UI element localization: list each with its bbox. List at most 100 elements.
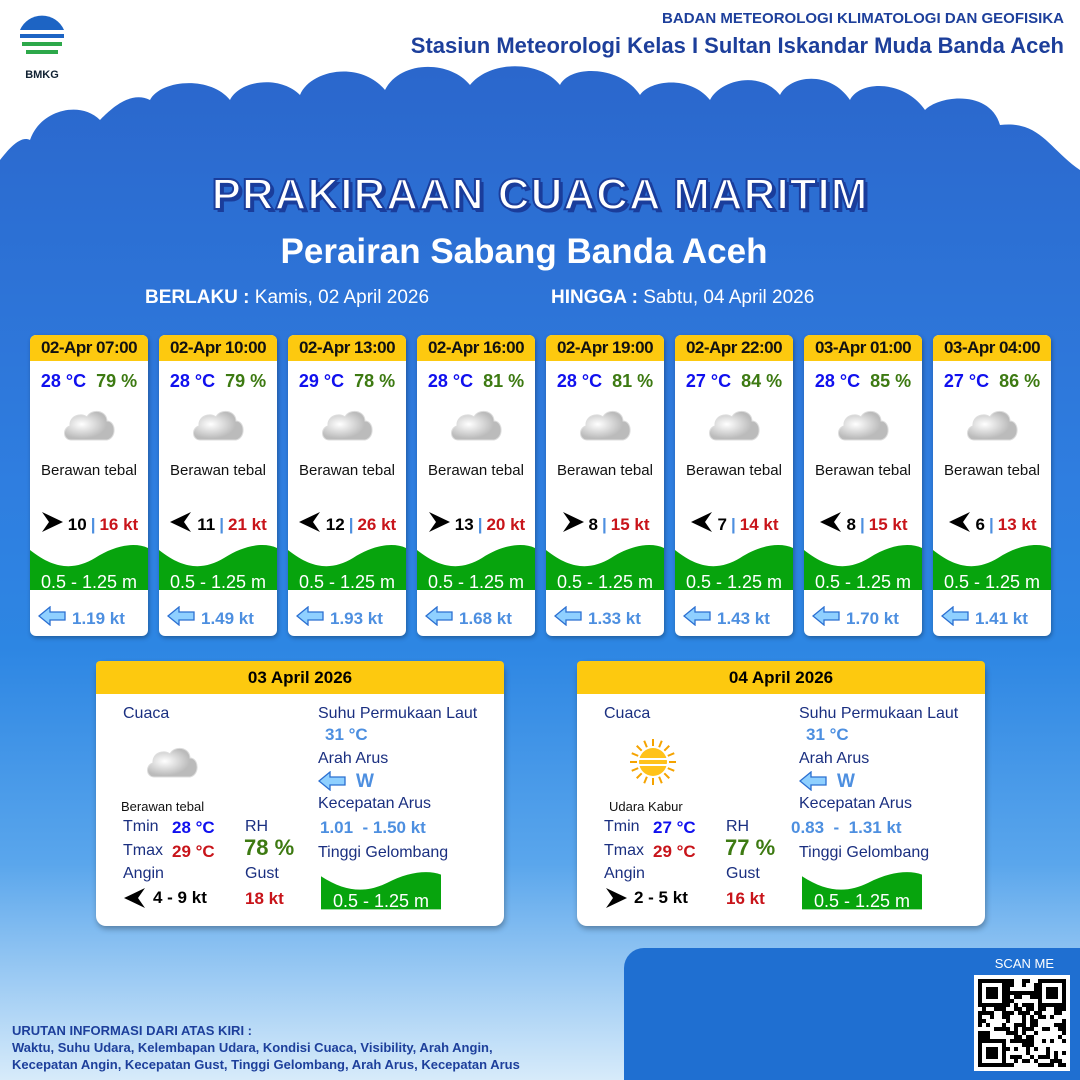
gust-speed: 15 kt <box>610 514 650 534</box>
wave-height: 0.5 - 1.25 m <box>804 540 922 598</box>
humidity: 79 % <box>225 371 267 391</box>
cloud-banner <box>0 0 1080 170</box>
daily-date: 04 April 2026 <box>577 661 985 694</box>
tmin: 28 °C <box>172 818 215 837</box>
humidity: 84 % <box>741 371 783 391</box>
footer-info: URUTAN INFORMASI DARI ATAS KIRI : Waktu, … <box>12 1023 520 1072</box>
gust-speed: 13 kt <box>997 514 1037 534</box>
cloud-icon <box>577 406 633 444</box>
current-direction-arrow-icon <box>166 605 195 631</box>
scan-label: SCAN ME <box>994 956 1054 971</box>
daily-summary-card: 03 April 2026 Cuaca Berawan tebal Tmin 2… <box>96 661 504 926</box>
gust-speed: 15 kt <box>868 514 908 534</box>
current-direction-arrow-icon <box>940 605 969 631</box>
wave-height: 0.5 - 1.25 m <box>546 540 664 598</box>
humidity: 78 % <box>354 371 396 391</box>
air-temp: 28 °C <box>169 371 216 391</box>
humidity: 79 % <box>96 371 138 391</box>
page-subtitle: Perairan Sabang Banda Aceh <box>280 232 768 271</box>
air-temp: 29 °C <box>298 371 345 391</box>
daily-summary-card: 04 April 2026 Cuaca Udara Kabur Tmin 27 … <box>577 661 985 926</box>
daily-rh: 78 % <box>244 835 295 860</box>
cloud-icon <box>964 406 1020 444</box>
humidity: 81 % <box>612 371 654 391</box>
wind-direction-arrow-icon <box>427 511 451 538</box>
humidity: 85 % <box>870 371 912 391</box>
wind-direction-arrow-icon <box>690 511 714 538</box>
wind-speed: 11 <box>197 514 216 534</box>
air-temp: 27 °C <box>685 371 732 391</box>
air-temp: 27 °C <box>943 371 990 391</box>
current-speed-range: 0.83 - 1.31 kt <box>791 818 902 837</box>
wind-direction-arrow-icon <box>169 511 193 538</box>
daily-gust: 16 kt <box>726 889 765 908</box>
weather-condition: Berawan tebal <box>944 462 1040 479</box>
gust-speed: 16 kt <box>99 514 139 534</box>
forecast-card: 03-Apr 04:00 27 °C 86 % Berawan tebal 6 |… <box>933 335 1051 636</box>
valid-from: BERLAKU : Kamis, 02 April 2026 <box>145 287 430 308</box>
gust-speed: 20 kt <box>486 514 526 534</box>
wind-speed: 12 <box>325 514 345 534</box>
page-title: PRAKIRAAN CUACA MARITIM <box>211 169 869 220</box>
forecast-time: 02-Apr 10:00 <box>159 335 277 361</box>
forecast-card: 02-Apr 19:00 28 °C 81 % Berawan tebal 8 |… <box>546 335 664 636</box>
weather-condition: Berawan tebal <box>428 462 524 479</box>
wind-direction-arrow-icon <box>561 511 585 538</box>
weather-condition: Berawan tebal <box>686 462 782 479</box>
daily-condition: Berawan tebal <box>121 799 205 814</box>
sea-surface-temp: 31 °C <box>806 725 849 744</box>
weather-condition: Berawan tebal <box>815 462 911 479</box>
current-speed: 1.33 kt <box>588 608 641 628</box>
wind-speed: 13 <box>454 514 474 534</box>
wind-direction-arrow-icon <box>40 511 64 538</box>
current-speed: 1.93 kt <box>330 608 383 628</box>
current-direction-arrow-icon <box>295 605 324 631</box>
wind-speed: 7 <box>717 514 727 534</box>
wind-direction-arrow-icon <box>819 511 843 538</box>
cloud-icon <box>144 743 200 786</box>
forecast-time: 02-Apr 07:00 <box>30 335 148 361</box>
forecast-time: 03-Apr 04:00 <box>933 335 1051 361</box>
weather-condition: Berawan tebal <box>41 462 137 479</box>
current-speed: 1.68 kt <box>459 608 512 628</box>
cloud-icon <box>319 406 375 444</box>
current-direction-arrow-icon <box>424 605 453 631</box>
wind-speed: 8 <box>846 514 856 534</box>
current-direction-arrow-icon <box>682 605 711 631</box>
cloud-icon <box>835 406 891 444</box>
qr-code[interactable] <box>974 975 1070 1071</box>
wind-direction-arrow-icon <box>298 511 322 538</box>
daily-wave-height: 0.5 - 1.25 m <box>802 868 922 916</box>
current-speed: 1.43 kt <box>717 608 770 628</box>
wave-height: 0.5 - 1.25 m <box>675 540 793 598</box>
tmax: 29 °C <box>172 842 215 861</box>
haze-sun-icon <box>625 737 681 792</box>
forecast-card: 02-Apr 16:00 28 °C 81 % Berawan tebal 13… <box>417 335 535 636</box>
forecast-card: 02-Apr 07:00 28 °C 79 % Berawan tebal 10… <box>30 335 148 636</box>
cloud-icon <box>448 406 504 444</box>
daily-wind: 4 - 9 kt <box>123 887 207 909</box>
gust-speed: 26 kt <box>357 514 397 534</box>
forecast-card: 02-Apr 22:00 27 °C 84 % Berawan tebal 7 |… <box>675 335 793 636</box>
forecast-card: 02-Apr 10:00 28 °C 79 % Berawan tebal 11… <box>159 335 277 636</box>
current-speed: 1.70 kt <box>846 608 899 628</box>
bmkg-logo: BMKG <box>14 12 70 81</box>
weather-condition: Berawan tebal <box>299 462 395 479</box>
weather-condition: Berawan tebal <box>170 462 266 479</box>
agency-name: BADAN METEOROLOGI KLIMATOLOGI DAN GEOFIS… <box>662 10 1064 27</box>
tmax: 29 °C <box>653 842 696 861</box>
station-name: Stasiun Meteorologi Kelas I Sultan Iskan… <box>410 33 1064 58</box>
current-speed: 1.49 kt <box>201 608 254 628</box>
wave-height: 0.5 - 1.25 m <box>417 540 535 598</box>
current-speed: 1.19 kt <box>72 608 125 628</box>
air-temp: 28 °C <box>40 371 87 391</box>
wave-height: 0.5 - 1.25 m <box>288 540 406 598</box>
current-direction-arrow-icon <box>811 605 840 631</box>
forecast-time: 02-Apr 16:00 <box>417 335 535 361</box>
current-direction-arrow-icon <box>37 605 66 631</box>
daily-date: 03 April 2026 <box>96 661 504 694</box>
current-direction: W <box>799 771 855 793</box>
wave-height: 0.5 - 1.25 m <box>159 540 277 598</box>
forecast-time: 02-Apr 19:00 <box>546 335 664 361</box>
daily-rh: 77 % <box>725 835 776 860</box>
